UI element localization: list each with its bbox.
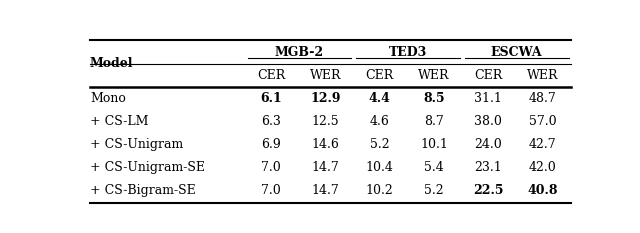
Text: WER: WER (310, 69, 341, 82)
Text: 24.0: 24.0 (474, 138, 502, 151)
Text: + CS-Unigram-SE: + CS-Unigram-SE (90, 161, 205, 174)
Text: 4.6: 4.6 (370, 115, 390, 128)
Text: 5.4: 5.4 (424, 161, 444, 174)
Text: 14.6: 14.6 (312, 138, 339, 151)
Text: 22.5: 22.5 (473, 184, 504, 197)
Text: WER: WER (527, 69, 558, 82)
Text: Mono: Mono (90, 92, 126, 105)
Text: 38.0: 38.0 (474, 115, 502, 128)
Text: 10.2: 10.2 (365, 184, 394, 197)
Text: + CS-LM: + CS-LM (90, 115, 148, 128)
Text: 12.5: 12.5 (312, 115, 339, 128)
Text: 42.7: 42.7 (529, 138, 556, 151)
Text: + CS-Unigram: + CS-Unigram (90, 138, 183, 151)
Text: 8.5: 8.5 (423, 92, 445, 105)
Text: 6.3: 6.3 (261, 115, 281, 128)
Text: 14.7: 14.7 (312, 161, 339, 174)
Text: 5.2: 5.2 (370, 138, 389, 151)
Text: 5.2: 5.2 (424, 184, 444, 197)
Text: 6.1: 6.1 (260, 92, 282, 105)
Text: + CS-Bigram-SE: + CS-Bigram-SE (90, 184, 196, 197)
Text: 12.9: 12.9 (310, 92, 340, 105)
Text: 42.0: 42.0 (529, 161, 556, 174)
Text: 7.0: 7.0 (261, 161, 281, 174)
Text: 7.0: 7.0 (261, 184, 281, 197)
Text: 40.8: 40.8 (527, 184, 558, 197)
Text: 14.7: 14.7 (312, 184, 339, 197)
Text: 48.7: 48.7 (529, 92, 556, 105)
Text: ESCWA: ESCWA (491, 46, 543, 58)
Text: 10.1: 10.1 (420, 138, 448, 151)
Text: TED3: TED3 (389, 46, 428, 58)
Text: CER: CER (257, 69, 285, 82)
Text: 23.1: 23.1 (474, 161, 502, 174)
Text: MGB-2: MGB-2 (275, 46, 324, 58)
Text: WER: WER (418, 69, 450, 82)
Text: 6.9: 6.9 (261, 138, 281, 151)
Text: 31.1: 31.1 (474, 92, 502, 105)
Text: CER: CER (474, 69, 502, 82)
Text: 4.4: 4.4 (369, 92, 390, 105)
Text: 8.7: 8.7 (424, 115, 444, 128)
Text: CER: CER (365, 69, 394, 82)
Text: 10.4: 10.4 (365, 161, 394, 174)
Text: 57.0: 57.0 (529, 115, 556, 128)
Text: Model: Model (90, 57, 133, 70)
